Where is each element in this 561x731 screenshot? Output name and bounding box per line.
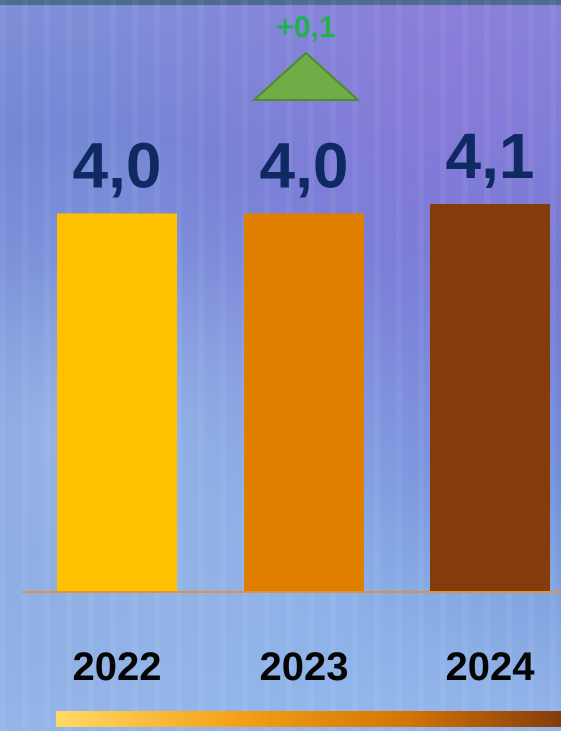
bars-layer bbox=[57, 204, 550, 593]
change-label: +0,1 bbox=[276, 11, 335, 44]
up-triangle-icon bbox=[251, 51, 361, 101]
value-label-2023: 4,0 bbox=[260, 129, 349, 201]
bar-2023 bbox=[244, 213, 364, 593]
bottom-gradient-bar bbox=[56, 711, 561, 727]
value-labels-layer: 4,0 4,0 4,1 bbox=[73, 120, 535, 201]
top-border-strip bbox=[0, 0, 561, 5]
category-label-2022: 2022 bbox=[73, 645, 162, 689]
value-label-2024: 4,1 bbox=[446, 120, 535, 192]
bar-2022 bbox=[57, 213, 177, 593]
change-annotation: +0,1 bbox=[251, 11, 361, 101]
bar-2024 bbox=[430, 204, 550, 592]
category-labels-layer: 2022 2023 2024 bbox=[73, 645, 536, 689]
category-label-2023: 2023 bbox=[260, 645, 349, 689]
value-label-2022: 4,0 bbox=[73, 129, 162, 201]
category-label-2024: 2024 bbox=[446, 645, 536, 689]
